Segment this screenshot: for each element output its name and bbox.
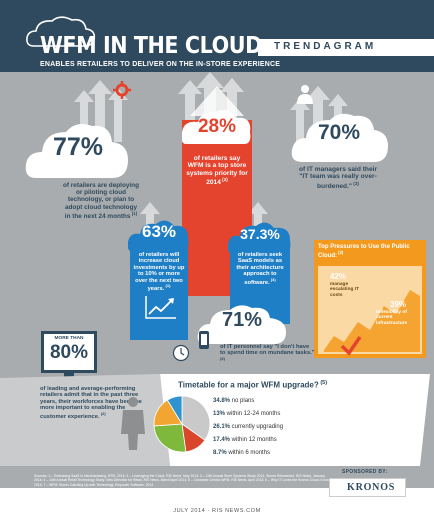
- stat-80-prefix: MORE THAN: [54, 336, 84, 341]
- footnote-ref: (6): [220, 355, 225, 361]
- blue-column-63: [128, 220, 189, 340]
- cloud-77: [25, 124, 128, 178]
- stat-77-text: of retailers are deploying or piloting c…: [62, 182, 139, 220]
- stat-28-text: of retailers say WFM is a top store syst…: [186, 155, 248, 187]
- stat-70-text: of IT managers said their "IT team was r…: [298, 166, 378, 190]
- gear-icon: [113, 81, 131, 99]
- pie-legend-item: 34.8% no plans: [213, 398, 255, 404]
- person-icon: [297, 85, 313, 104]
- pie-legend-item: 26.1% currently upgrading: [213, 424, 284, 430]
- cloud-70: [291, 113, 388, 162]
- businessman-icon: [121, 397, 145, 450]
- chart-title: Timetable for a major WFM upgrade? (5): [178, 380, 328, 390]
- stat-63-value: 63%: [141, 222, 177, 241]
- footnote-ref: (4): [269, 276, 276, 282]
- sponsor-logo[interactable]: [329, 478, 406, 497]
- blue-column-37: [228, 222, 291, 324]
- footnote-ref: (1): [130, 210, 138, 216]
- cloud-icon: [26, 16, 96, 47]
- pressure-42-text: manage escalating IT costs: [330, 282, 360, 298]
- stat-28-value: 28%: [197, 116, 237, 137]
- footnote-ref: (1): [164, 283, 171, 289]
- checkmark-icon: [340, 336, 362, 356]
- pressure-39-text: inflexibility of current infrastructure: [376, 310, 408, 326]
- stat-77-value: 77%: [52, 133, 104, 161]
- footnote-ref: (5): [318, 380, 328, 386]
- stat-63-text: of retailers will increase cloud investm…: [133, 252, 185, 293]
- pie-legend-item: 17.4% within 12 months: [213, 437, 277, 443]
- stat-80-text: of leading and average-performing retail…: [40, 386, 142, 420]
- footnote-ref: (3): [337, 249, 344, 255]
- monitor-80: [41, 331, 97, 381]
- stat-80-value: 80%: [49, 342, 89, 363]
- pie-chart: [153, 395, 211, 453]
- pie-slice-no-plans: [181, 395, 211, 441]
- trendagram-tab: [258, 39, 434, 56]
- pie-slice-currently-upgrading: [153, 423, 187, 453]
- stat-70-value: 70%: [317, 121, 361, 144]
- stat-37-value: 37.3%: [240, 226, 280, 242]
- ground-shelf: [0, 374, 430, 466]
- stat-71-value: 71%: [221, 309, 263, 331]
- header-banner: [0, 0, 434, 72]
- pie-legend-item: 13% within 12-24 months: [213, 411, 281, 417]
- chart-growth-icon: [145, 296, 176, 319]
- sponsor-name: KRONOS: [347, 482, 396, 493]
- pie-slice-within-6-months: [166, 395, 183, 426]
- footnote-ref: (2): [99, 410, 106, 416]
- cloud-71: [197, 305, 286, 344]
- pressure-42-value: 42%: [330, 272, 347, 281]
- page-title: WFM IN THE CLOUD: [40, 33, 262, 59]
- pie-legend-item: 8.7% within 6 months: [213, 450, 271, 456]
- clock-icon: [172, 344, 190, 362]
- footnote-ref: (2): [220, 177, 228, 183]
- trendagram-label: TRENDAGRAM: [274, 41, 377, 52]
- footnote-ref: (3): [352, 180, 359, 186]
- pressures-title: Top Pressures to Use the Public Cloud: (…: [318, 244, 410, 259]
- stat-37-text: of retailers seek SaaS models as their a…: [236, 252, 284, 286]
- sponsor-label: SPONSORED BY:: [342, 469, 388, 475]
- page-subtitle: ENABLES RETAILERS TO DELIVER ON THE IN-S…: [40, 61, 281, 68]
- stat-71-text: of IT personnel say "I don't have to spe…: [220, 344, 315, 361]
- phone-icon: [199, 331, 209, 349]
- pressures-panel: [314, 240, 426, 358]
- sources-text: Sources: 1 – Embracing SaaS in Merchandi…: [34, 474, 333, 487]
- footer-date: JULY 2014 · RIS NEWS.COM: [173, 508, 261, 514]
- pressure-39-value: 39%: [390, 300, 407, 309]
